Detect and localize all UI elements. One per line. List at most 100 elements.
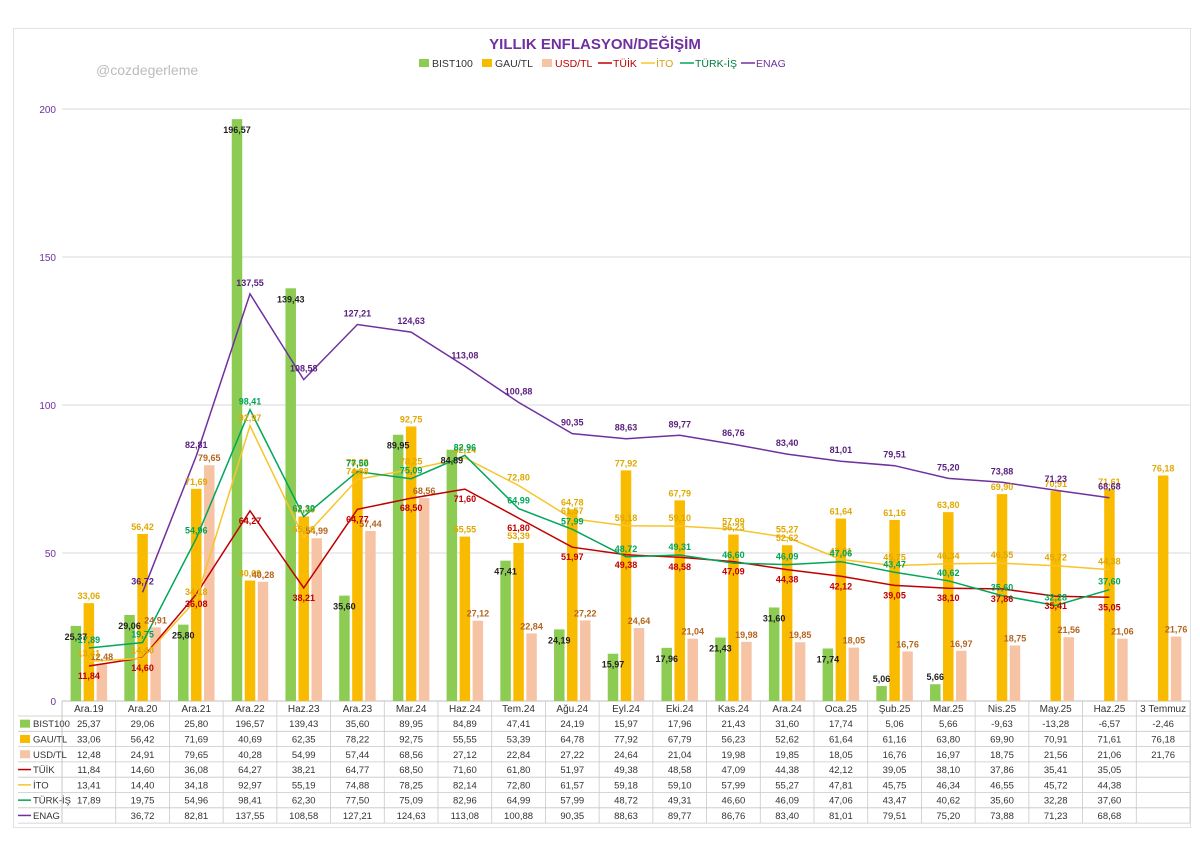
data-label-bist: 24,19 xyxy=(548,635,571,645)
table-cell: 48,72 xyxy=(614,796,638,807)
data-label-ito: 44,38 xyxy=(1098,557,1121,567)
data-label-enag: 90,35 xyxy=(561,418,584,428)
table-cell: 18,05 xyxy=(829,750,853,761)
data-label-turkis: 75,09 xyxy=(400,466,423,476)
bar-gau xyxy=(83,603,95,701)
table-cell: 16,76 xyxy=(883,750,907,761)
bar-gau xyxy=(889,519,900,701)
bar-gau xyxy=(352,469,363,701)
data-label-ito: 92,97 xyxy=(239,413,262,423)
data-table: Ara.19 Ara.20 Ara.21 Ara.22 Haz.23 Ara.23 Mar.… xyxy=(18,701,1191,824)
data-label-turkis: 98,41 xyxy=(239,397,262,407)
x-tick-label: 3 Temmuz xyxy=(1140,704,1186,715)
table-cell: 81,01 xyxy=(829,811,853,822)
table-cell: 124,63 xyxy=(397,811,426,822)
legend-label-bist: BIST100 xyxy=(432,58,473,70)
table-cell: 67,79 xyxy=(668,734,692,745)
table-cell: 92,97 xyxy=(238,780,262,791)
data-label-usd: 27,22 xyxy=(574,608,597,618)
table-cell: 48,58 xyxy=(668,765,692,776)
data-label-turkis: 48,72 xyxy=(615,544,638,554)
table-cell: 82,81 xyxy=(184,811,208,822)
table-key-usd xyxy=(20,750,30,759)
data-label-usd: 18,75 xyxy=(1004,634,1027,644)
table-cell: 57,44 xyxy=(346,750,370,761)
table-cell: 64,78 xyxy=(560,734,584,745)
table-cell: 88,63 xyxy=(614,811,638,822)
bar-gau xyxy=(513,542,524,701)
y-tick-label: 50 xyxy=(45,549,57,560)
bar-bist xyxy=(930,684,941,701)
data-label-gau: 33,06 xyxy=(78,591,101,601)
data-label-usd: 21,04 xyxy=(681,627,704,637)
data-label-enag: 88,63 xyxy=(615,423,638,433)
bar-gau xyxy=(567,509,578,701)
data-label-usd: 18,05 xyxy=(843,636,866,646)
bar-bist xyxy=(554,629,565,701)
bar-bist xyxy=(124,614,135,701)
table-cell: 21,04 xyxy=(668,750,692,761)
data-label-turkis: 43,47 xyxy=(883,559,906,569)
data-label-tuik: 39,05 xyxy=(883,590,906,600)
x-tick-label: Ara.21 xyxy=(182,704,212,715)
bar-usd xyxy=(365,530,376,701)
bar-gau xyxy=(1157,475,1169,701)
x-tick-label: Kas.24 xyxy=(718,704,750,715)
table-cell: 71,23 xyxy=(1044,811,1068,822)
data-label-gau: 56,23 xyxy=(722,523,745,533)
data-label-usd: 16,97 xyxy=(950,639,973,649)
table-cell: 25,80 xyxy=(184,719,208,730)
data-label-gau: 55,55 xyxy=(454,525,477,535)
data-label-gau: 92,75 xyxy=(400,414,423,424)
data-label-bist: 25,37 xyxy=(65,632,88,642)
table-cell: 64,27 xyxy=(238,765,262,776)
data-label-gau: 63,80 xyxy=(937,500,960,510)
data-label-bist: 84,89 xyxy=(441,456,464,466)
data-label-turkis: 57,99 xyxy=(561,516,584,526)
data-label-tuik: 11,84 xyxy=(78,671,100,681)
data-label-enag: 127,21 xyxy=(344,308,372,318)
bar-bist xyxy=(339,595,350,701)
table-cell: 35,60 xyxy=(990,796,1014,807)
data-label-tuik: 35,41 xyxy=(1044,601,1067,611)
table-cell: 56,23 xyxy=(722,734,746,745)
data-label-bist: 196,57 xyxy=(223,125,251,135)
table-cell: 40,69 xyxy=(238,734,262,745)
table-cell: 35,05 xyxy=(1098,765,1122,776)
bar-gau xyxy=(943,512,954,701)
data-label-tuik: 35,05 xyxy=(1098,602,1121,612)
table-cell: 74,88 xyxy=(346,780,370,791)
data-label-bist: 31,60 xyxy=(763,613,786,623)
table-cell: 59,18 xyxy=(614,780,638,791)
legend-label-ito: İTO xyxy=(656,57,673,70)
data-labels: 25,37 29,06 25,80 196,57 139,43 35,60 89,95 84,… xyxy=(65,125,1188,684)
data-label-usd: 24,64 xyxy=(628,616,651,626)
table-cell: 33,06 xyxy=(77,734,101,745)
table-row-label: ENAG xyxy=(33,811,60,822)
data-label-ito: 82,14 xyxy=(454,445,477,455)
table-cell: 12,48 xyxy=(77,750,101,761)
bar-usd xyxy=(741,641,752,701)
table-cell: 47,09 xyxy=(722,765,746,776)
bar-bist xyxy=(715,637,726,701)
table-cell: 18,75 xyxy=(990,750,1014,761)
table-cell: 45,75 xyxy=(883,780,907,791)
table-cell: 196,57 xyxy=(235,719,264,730)
data-label-usd: 12,48 xyxy=(91,652,114,662)
bar-usd xyxy=(633,628,645,701)
data-label-bist: 5,06 xyxy=(873,674,891,684)
bar-usd xyxy=(580,620,591,701)
data-label-gau: 77,92 xyxy=(615,458,638,468)
x-tick-label: Haz.24 xyxy=(449,704,481,715)
data-label-bist: 17,74 xyxy=(817,654,840,664)
table-cell: 77,50 xyxy=(346,796,370,807)
data-label-gau: 64,78 xyxy=(561,497,584,507)
table-cell: 34,18 xyxy=(184,780,208,791)
table-cell: 139,43 xyxy=(289,719,318,730)
bar-gau xyxy=(298,516,309,701)
data-label-enag: 124,63 xyxy=(397,316,425,326)
table-cell: 51,97 xyxy=(560,765,584,776)
data-label-ito: 59,18 xyxy=(615,513,638,523)
table-cell: 78,25 xyxy=(399,780,423,791)
